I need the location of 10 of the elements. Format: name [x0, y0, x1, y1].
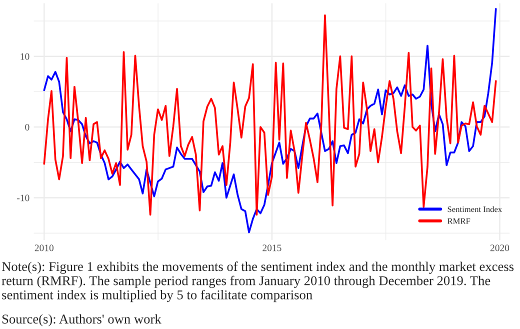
- y-tick-label: -10: [17, 194, 30, 202]
- legend-label: RMRF: [447, 218, 470, 224]
- x-tick-label: 2010: [34, 244, 54, 252]
- x-tick-label: 2020: [490, 244, 510, 252]
- x-tick-label: 2015: [262, 244, 282, 252]
- y-tick-label: 10: [20, 53, 30, 60]
- source-note: Source(s): Authors' own work: [2, 314, 162, 326]
- legend-label: Sentiment Index: [448, 206, 502, 212]
- text: Note(s): Figure 1 exhibits the movements of the sentiment index and the monthly market excess return (RMRF). The sample period ranges from January 2010 through December 2019. The sentiment index is multiplied by 5 to facilitate comparison: [2, 262, 514, 302]
- y-tick-label: 0: [25, 124, 30, 130]
